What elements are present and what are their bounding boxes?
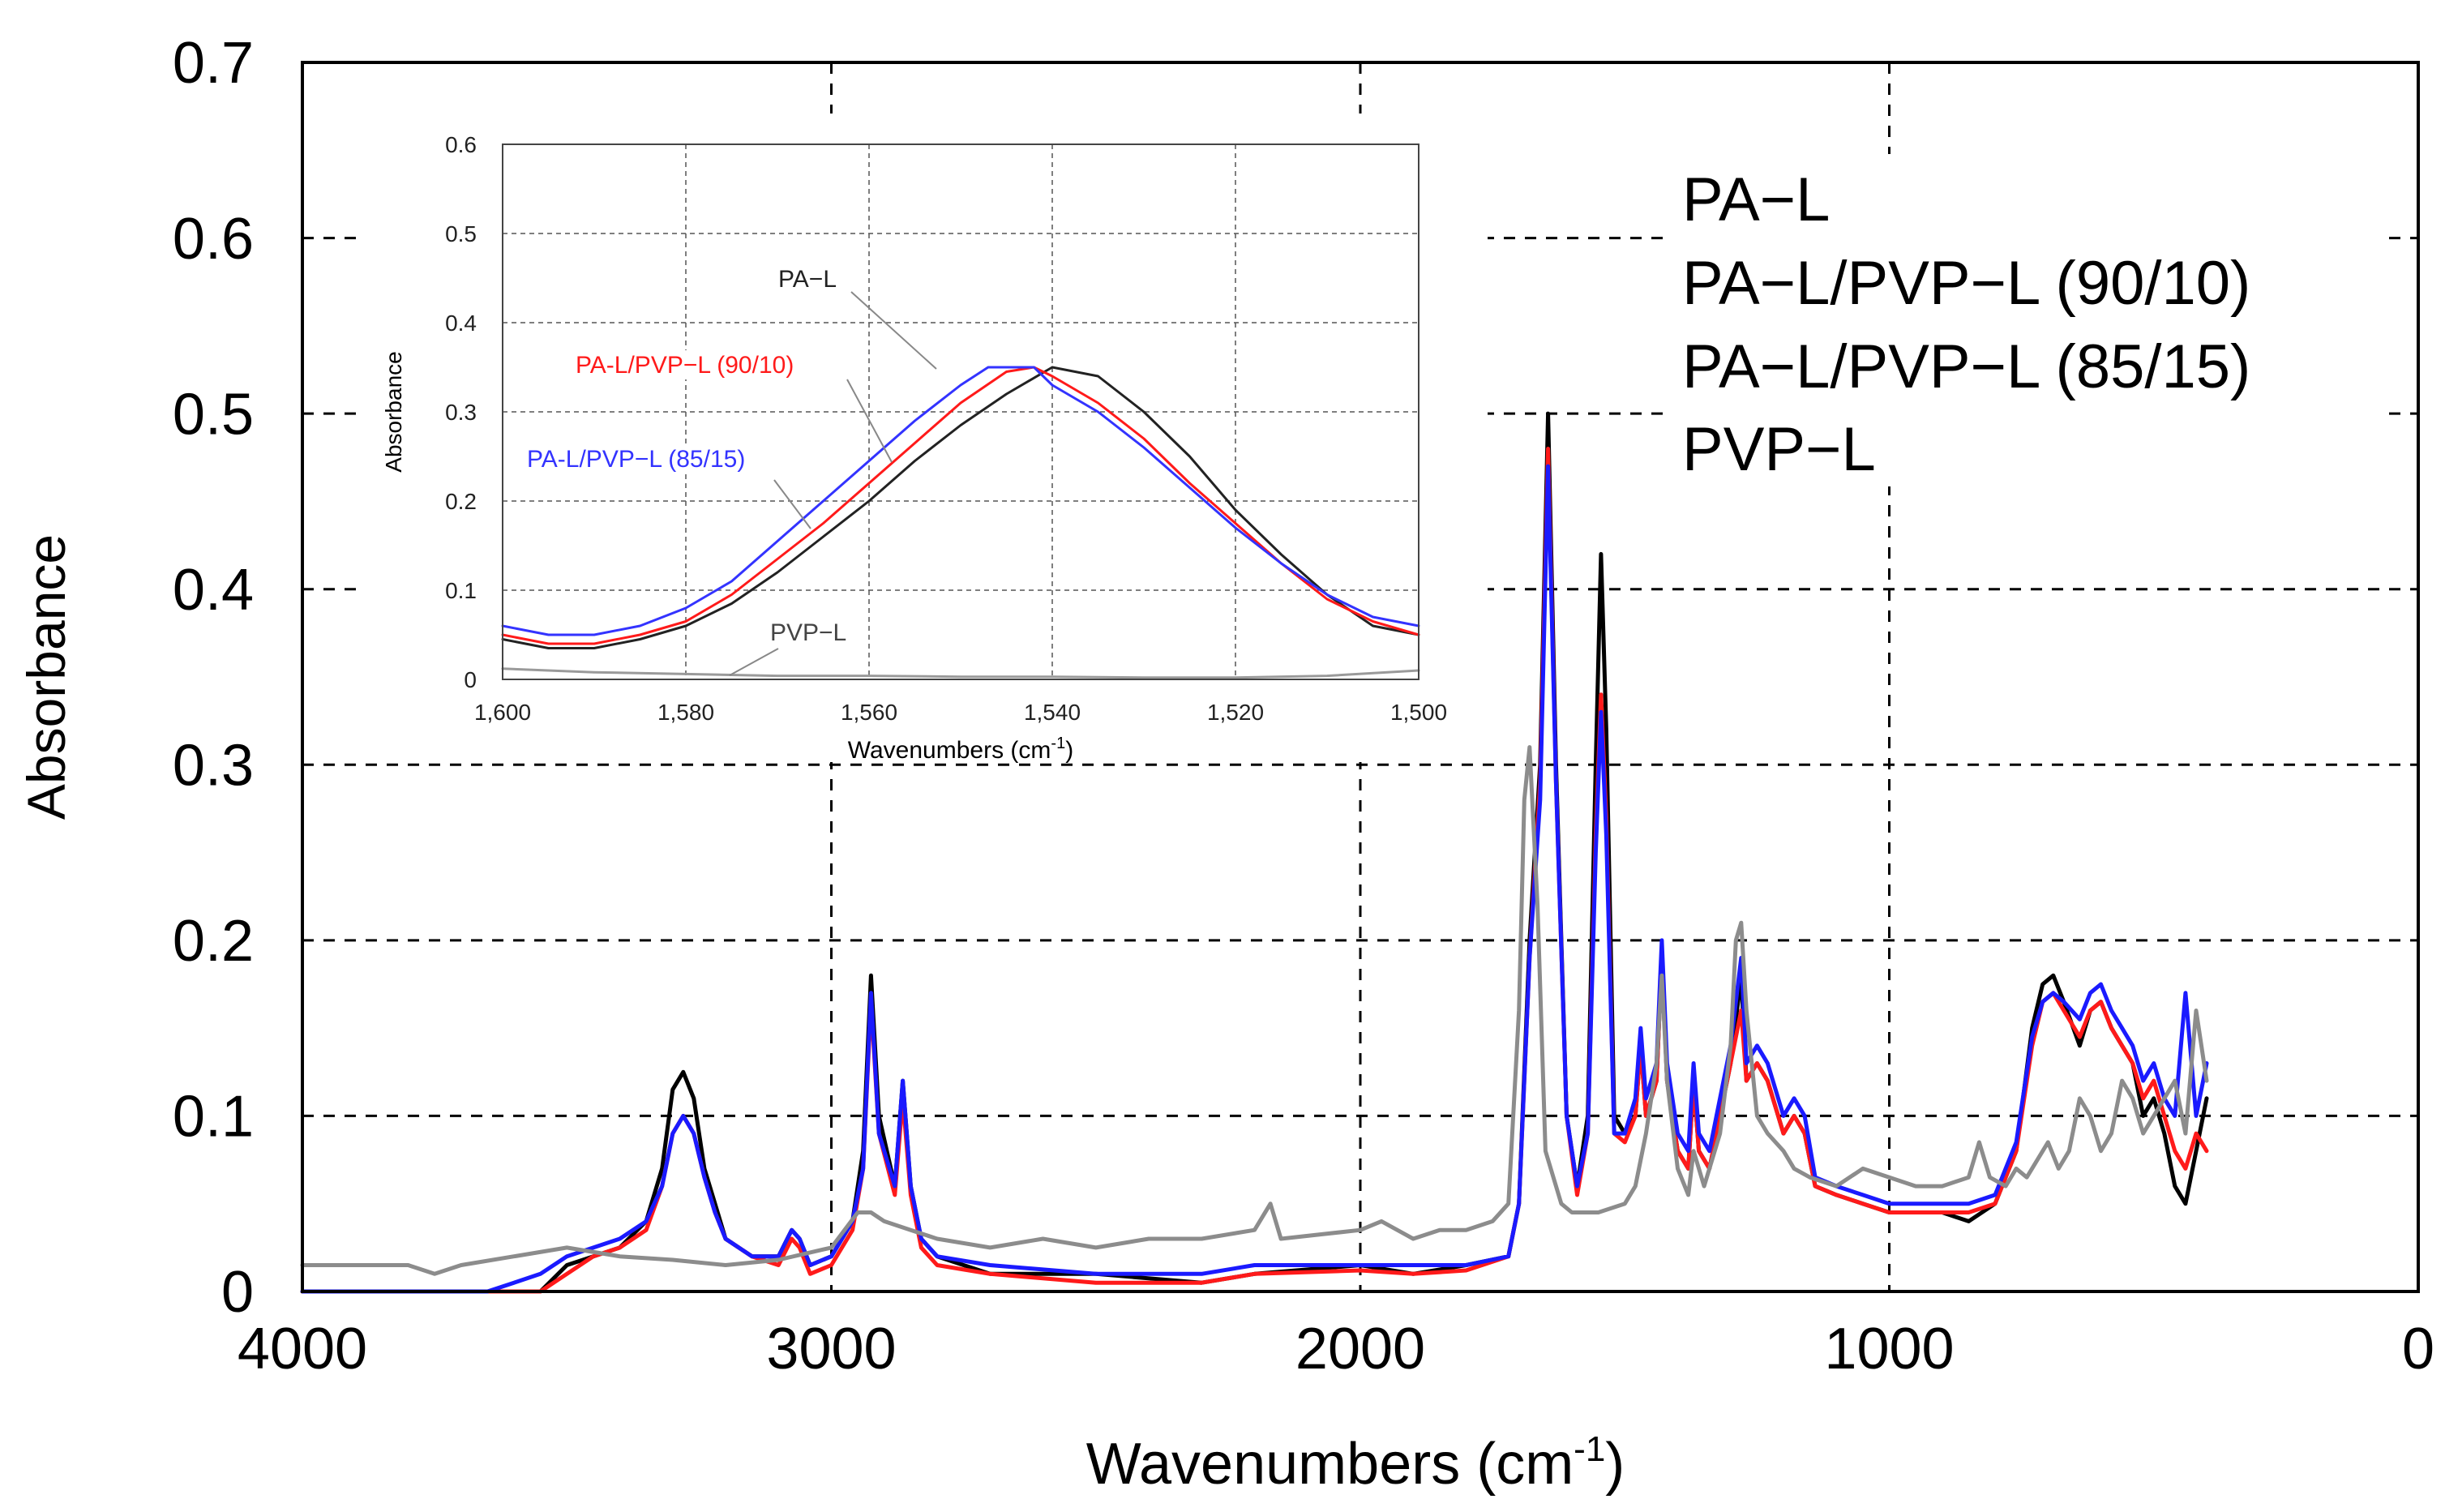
inset-chart: 0 0.1 0.2 0.3 0.4 0.5 0.6 1,600 1,580 1,560 1,540… <box>361 114 1488 764</box>
main-series-group <box>300 411 2209 1294</box>
main-y-tick-0-5: 0.5 <box>173 382 254 447</box>
legend-entry-pa-l: PA−L <box>1682 165 1830 234</box>
main-plot-frame <box>301 61 2420 1293</box>
inset-x-tick-1-600: 1,600 <box>474 700 531 725</box>
main-y-tick-0-6: 0.6 <box>173 207 254 272</box>
inset-series-group <box>501 366 1420 679</box>
main-x-axis-label-close: ) <box>1605 1432 1625 1497</box>
inset-series-pa-l <box>501 366 1420 649</box>
inset-x-axis-label-close: ) <box>1065 737 1073 764</box>
inset-x-axis-label-text: Wavenumbers (cm <box>848 737 1051 764</box>
main-y-tick-0-4: 0.4 <box>173 558 254 623</box>
inset-series-pvp-l <box>501 667 1420 679</box>
inset-y-tick-0-6: 0.6 <box>445 132 477 157</box>
main-y-axis-label: Absorbance <box>16 534 76 820</box>
inset-series-pa-l-pvp-l-85-15 <box>501 366 1420 636</box>
legend-entry-pa-l-pvp-l-85-15: PA−L/PVP−L (85/15) <box>1682 332 2250 401</box>
inset-annotation-pa-l-pvp-l-85-15: PA-L/PVP−L (85/15) <box>527 446 745 473</box>
inset-series-pa-l-pvp-l-90-10 <box>501 366 1420 645</box>
inset-annotation-bg-90-10 <box>572 350 851 379</box>
inset-annotation-pa-l-pvp-l-90-10: PA-L/PVP−L (90/10) <box>576 352 794 379</box>
main-x-tick-4000: 4000 <box>238 1317 367 1381</box>
inset-x-axis-label: Wavenumbers (cm-1) <box>848 735 1073 764</box>
inset-y-tick-0-2: 0.2 <box>445 489 477 514</box>
inset-x-tick-1-580: 1,580 <box>657 700 714 725</box>
inset-y-axis-label: Absorbance <box>381 351 406 472</box>
inset-y-tick-0-3: 0.3 <box>445 400 477 425</box>
main-x-axis-label: Wavenumbers (cm-1) <box>1086 1429 1625 1497</box>
main-y-tick-0-1: 0.1 <box>173 1085 254 1150</box>
inset-y-tick-0-5: 0.5 <box>445 221 477 246</box>
inset-y-tick-0-4: 0.4 <box>445 311 477 336</box>
inset-x-tick-1-560: 1,560 <box>841 700 897 725</box>
inset-annotation-bg-pvp-l <box>766 618 863 647</box>
main-y-tick-0-3: 0.3 <box>173 733 254 798</box>
main-x-tick-1000: 1000 <box>1824 1317 1954 1381</box>
main-legend: PA−L PA−L/PVP−L (90/10) PA−L/PVP−L (85/1… <box>1666 154 2383 486</box>
inset-y-tick-0: 0 <box>464 667 477 692</box>
main-series-pvp-l <box>300 745 2209 1276</box>
inset-annotation-bg-pa-l <box>774 264 847 293</box>
inset-grid <box>503 144 1419 679</box>
legend-entry-pa-l-pvp-l-90-10: PA−L/PVP−L (90/10) <box>1682 249 2250 318</box>
legend-background <box>1666 154 2383 486</box>
inset-x-tick-1-540: 1,540 <box>1024 700 1081 725</box>
main-x-tick-2000: 2000 <box>1295 1317 1425 1381</box>
main-x-tick-0: 0 <box>2402 1317 2434 1381</box>
inset-leader-85-15 <box>773 479 811 529</box>
main-y-tick-0-7: 0.7 <box>173 31 254 96</box>
inset-annotation-bg-85-15 <box>523 444 803 473</box>
inset-plot-frame <box>502 143 1419 680</box>
inset-x-tick-1-500: 1,500 <box>1390 700 1447 725</box>
inset-y-tick-0-1: 0.1 <box>445 578 477 603</box>
inset-annotation-pa-l: PA−L <box>778 266 837 293</box>
main-x-tick-labels: 4000 3000 2000 1000 0 <box>238 1317 2434 1381</box>
main-series-pa-l-pvp-l-85-15 <box>300 464 2209 1294</box>
inset-x-axis-label-sup: -1 <box>1051 735 1065 752</box>
main-y-tick-labels: 0 0.1 0.2 0.3 0.4 0.5 0.6 0.7 <box>173 31 254 1325</box>
inset-background <box>361 114 1488 762</box>
inset-leader-90-10 <box>846 379 893 463</box>
inset-x-tick-labels: 1,600 1,580 1,560 1,540 1,520 1,500 <box>474 700 1447 725</box>
main-x-tick-3000: 3000 <box>766 1317 896 1381</box>
main-y-tick-0-2: 0.2 <box>173 909 254 974</box>
inset-leader-pvp-l <box>729 648 779 676</box>
inset-annotations: PA−L PA-L/PVP−L (90/10) PA-L/PVP−L (85/1… <box>523 264 937 676</box>
main-x-axis-label-sup: -1 <box>1574 1429 1605 1469</box>
inset-leader-pa-l <box>850 291 937 370</box>
main-y-tick-0: 0 <box>221 1260 254 1325</box>
main-x-axis-label-text: Wavenumbers (cm <box>1086 1432 1574 1497</box>
inset-annotation-pvp-l: PVP−L <box>770 619 846 646</box>
inset-y-tick-labels: 0 0.1 0.2 0.3 0.4 0.5 0.6 <box>445 132 477 692</box>
inset-x-tick-1-520: 1,520 <box>1207 700 1264 725</box>
legend-entry-pvp-l: PVP−L <box>1682 415 1876 484</box>
